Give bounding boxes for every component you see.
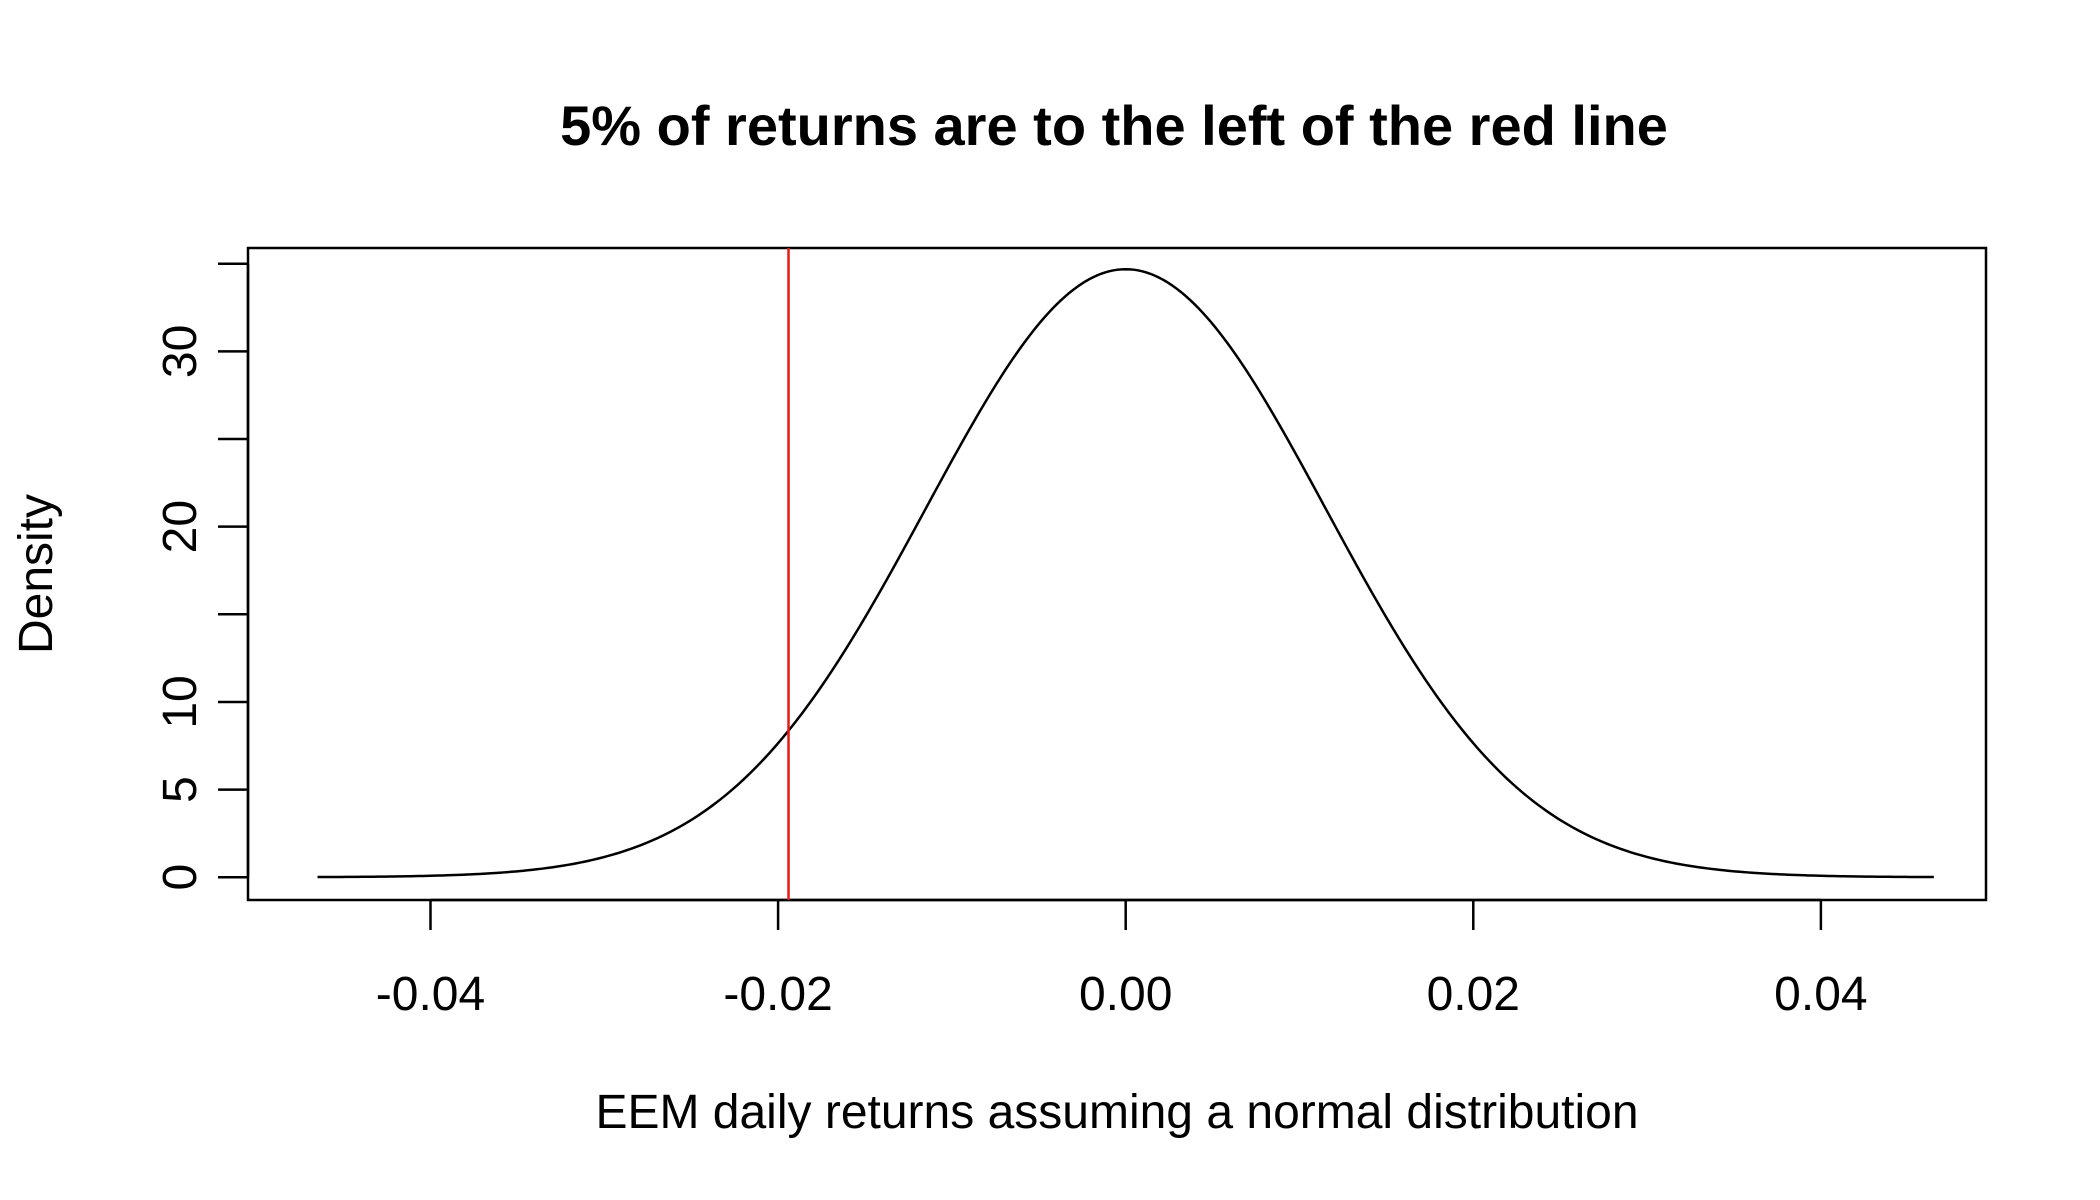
y-tick-label: 0 [154,864,207,891]
y-tick-label: 30 [154,325,207,378]
density-curve [317,267,1934,879]
x-tick-label: -0.02 [723,968,832,1021]
chart-title: 5% of returns are to the left of the red… [560,94,1668,157]
x-tick-label: -0.04 [376,968,485,1021]
x-axis: -0.04 -0.02 0.00 0.02 0.04 [376,898,1868,1021]
y-axis-label: Density [10,494,63,654]
x-axis-label: EEM daily returns assuming a normal dist… [595,1086,1638,1139]
plot-frame [246,246,1988,902]
y-tick-label: 5 [154,776,207,803]
x-tick-label: 0.04 [1774,968,1867,1021]
x-tick-label: 0.00 [1079,968,1172,1021]
y-tick-label: 20 [154,500,207,553]
y-tick-label: 10 [154,675,207,728]
y-axis: 0 5 10 20 30 [154,262,250,891]
x-tick-label: 0.02 [1427,968,1520,1021]
